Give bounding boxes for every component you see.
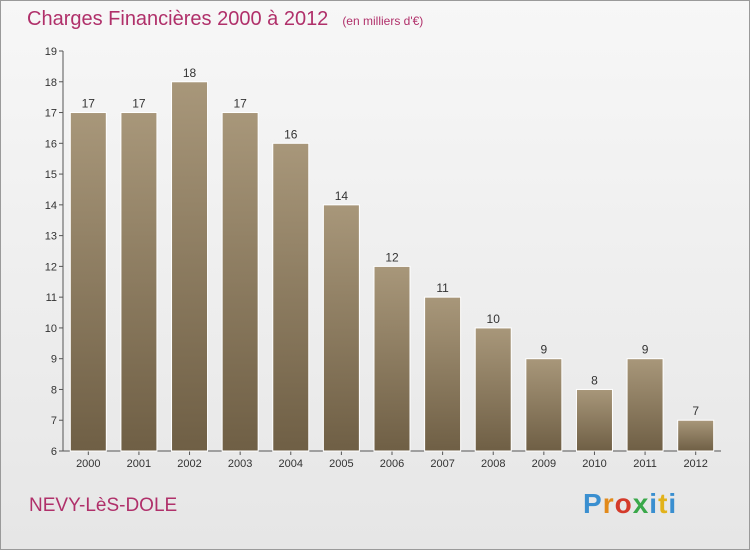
y-tick-label: 18 <box>45 77 57 89</box>
y-tick-label: 17 <box>45 108 57 120</box>
y-tick-label: 14 <box>45 200 57 212</box>
logo-letter: P <box>583 488 603 519</box>
x-tick-label-2007: 2007 <box>430 458 454 470</box>
logo-letter: i <box>649 488 659 519</box>
bar-2009 <box>525 358 563 452</box>
x-tick-label-2000: 2000 <box>76 458 100 470</box>
value-label-2005: 14 <box>335 189 349 203</box>
y-tick-label: 9 <box>51 354 57 366</box>
logo-letter: o <box>614 488 633 519</box>
y-tick-label: 6 <box>51 446 57 458</box>
bar-2006 <box>373 265 411 452</box>
y-tick-label: 12 <box>45 261 57 273</box>
value-label-2004: 16 <box>284 127 298 141</box>
y-tick-label: 15 <box>45 169 57 181</box>
proxiti-logo[interactable]: Proxiti <box>583 488 677 520</box>
logo-letter: r <box>602 488 615 519</box>
bar-2007 <box>424 296 462 452</box>
logo-letter: x <box>632 488 650 519</box>
value-label-2011: 9 <box>642 343 649 357</box>
y-tick-label: 7 <box>51 415 57 427</box>
y-tick-label: 10 <box>45 323 57 335</box>
y-tick-label: 16 <box>45 138 57 150</box>
bar-2002 <box>171 81 209 452</box>
x-tick-label-2010: 2010 <box>582 458 606 470</box>
x-tick-label-2003: 2003 <box>228 458 252 470</box>
y-tick-label: 11 <box>46 292 57 304</box>
value-label-2003: 17 <box>233 97 247 111</box>
value-label-2010: 8 <box>591 373 598 387</box>
x-tick-label-2002: 2002 <box>177 458 201 470</box>
title-main: Charges Financières 2000 à 2012 <box>27 8 329 30</box>
value-label-2002: 18 <box>183 66 197 80</box>
y-tick-label: 19 <box>45 46 57 58</box>
bar-2001 <box>120 112 158 452</box>
bar-2004 <box>272 142 310 452</box>
commune-name: NEVY-LèS-DOLE <box>29 495 178 516</box>
x-tick-label-2001: 2001 <box>127 458 151 470</box>
logo-letter: t <box>658 488 669 519</box>
title-unit: (en milliers d'€) <box>342 14 424 28</box>
value-label-2009: 9 <box>541 343 548 357</box>
chart-title: Charges Financières 2000 à 2012 (en milli… <box>27 8 423 31</box>
value-label-2001: 17 <box>132 97 146 111</box>
value-label-2007: 11 <box>436 281 449 295</box>
bar-2010 <box>575 388 613 452</box>
value-label-2006: 12 <box>385 250 399 264</box>
x-tick-label-2005: 2005 <box>329 458 353 470</box>
bar-2003 <box>221 112 259 452</box>
x-tick-label-2006: 2006 <box>380 458 404 470</box>
x-tick-label-2009: 2009 <box>532 458 556 470</box>
logo-letter: i <box>668 488 678 519</box>
value-label-2012: 7 <box>692 404 699 418</box>
value-label-2000: 17 <box>82 97 96 111</box>
bar-2005 <box>322 204 360 452</box>
bar-2000 <box>69 112 107 452</box>
x-tick-label-2008: 2008 <box>481 458 505 470</box>
x-tick-label-2012: 2012 <box>683 458 707 470</box>
bar-2011 <box>626 358 664 452</box>
bars <box>69 81 715 452</box>
x-tick-label-2011: 2011 <box>633 458 657 470</box>
value-label-2008: 10 <box>487 312 501 326</box>
y-tick-label: 8 <box>51 384 57 396</box>
y-tick-label: 13 <box>45 231 57 243</box>
bar-2008 <box>474 327 512 452</box>
x-tick-label-2004: 2004 <box>279 458 303 470</box>
labels: 17 2000 17 2001 18 2002 17 2003 16 2004 14 2005 12 20… <box>76 66 708 470</box>
bar-2012 <box>677 419 715 452</box>
